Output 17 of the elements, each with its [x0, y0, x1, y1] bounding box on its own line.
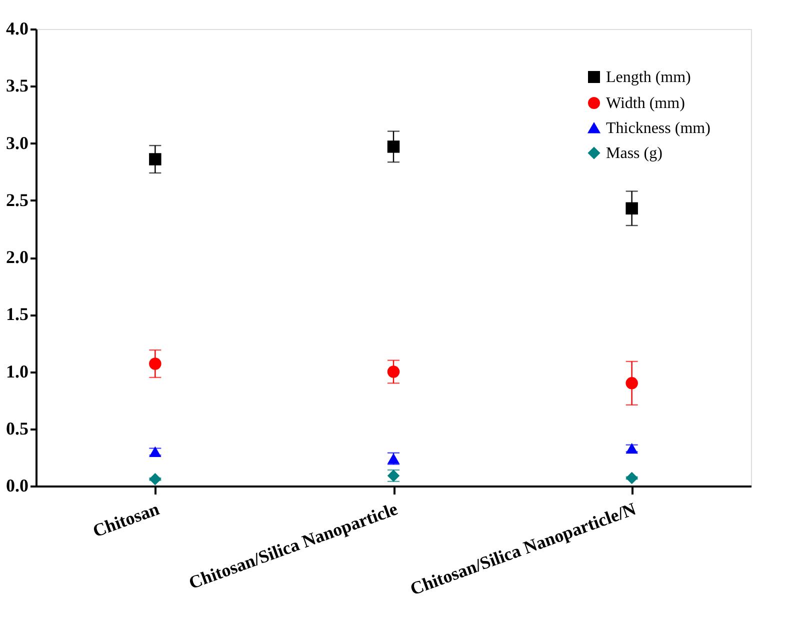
- point: [149, 153, 162, 166]
- legend-label: Mass (g): [606, 145, 662, 162]
- y-tick-label: 3.5: [6, 76, 28, 96]
- y-tick-label: 4.0: [6, 18, 28, 38]
- y-tick-label: 1.0: [6, 361, 28, 382]
- y-tick-label: 2.5: [6, 190, 28, 210]
- legend-label: Width (mm): [606, 95, 685, 112]
- y-tick-label: 1.5: [6, 304, 28, 324]
- legend-label: Length (mm): [606, 69, 691, 86]
- y-tick-label: 2.0: [6, 247, 28, 267]
- point: [387, 140, 400, 153]
- legend-label: Thickness (mm): [606, 120, 710, 137]
- point: [626, 202, 638, 214]
- y-tick-label: 3.0: [6, 132, 28, 153]
- x-tick-label: Chitosan: [90, 498, 162, 542]
- y-tick-label: 0.5: [6, 418, 28, 438]
- y-tick-label: 0.0: [6, 476, 28, 496]
